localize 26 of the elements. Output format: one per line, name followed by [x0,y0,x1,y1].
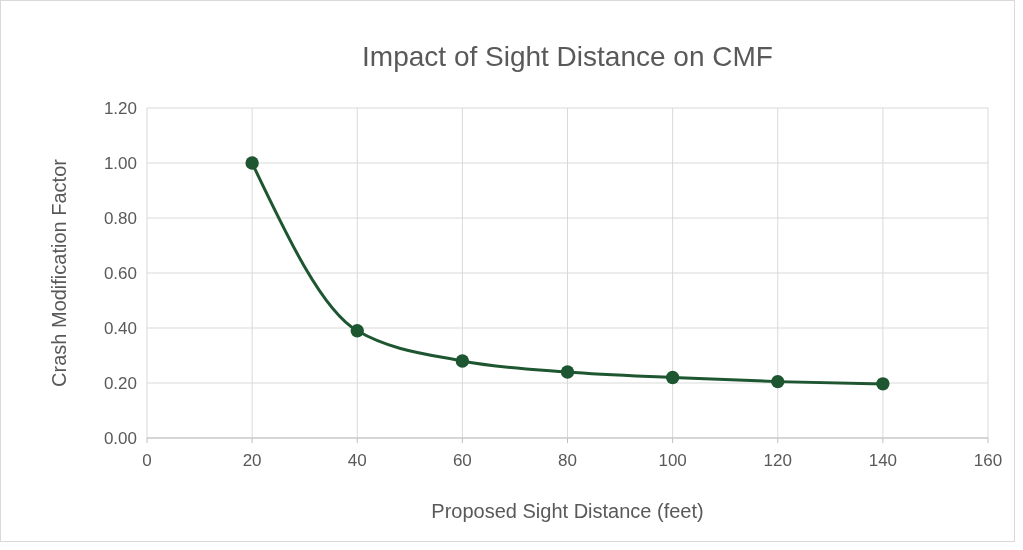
y-tick-label: 1.00 [103,154,137,173]
x-tick-label: 80 [558,451,577,470]
x-tick-label: 140 [868,451,898,470]
y-tick-label: 0.20 [103,374,137,393]
point [350,324,364,338]
point [665,370,680,385]
x-tick-label: 60 [452,451,472,470]
y-tick-label: 0.00 [103,429,137,448]
point [876,377,890,391]
point [560,365,575,379]
x-tick-label: 40 [347,451,367,470]
y-axis-title: Crash Modification Factor [48,158,70,387]
y-tick-label: 0.80 [103,209,137,228]
chart-title: Impact of Sight Distance on CMF [362,41,773,72]
y-tick-label: 1.20 [103,99,137,118]
x-tick-label: 120 [763,451,792,470]
x-tick-label: 20 [242,451,262,470]
point [771,374,785,389]
x-tick-label: 160 [973,451,1003,470]
y-tick-label: 0.60 [103,264,137,283]
y-tick-label: 0.40 [103,319,137,338]
point [455,354,470,368]
x-tick-label: 0 [142,451,152,470]
x-axis-title: Proposed Sight Distance (feet) [431,500,704,522]
point [245,156,259,170]
x-tick-label: 100 [658,451,687,470]
